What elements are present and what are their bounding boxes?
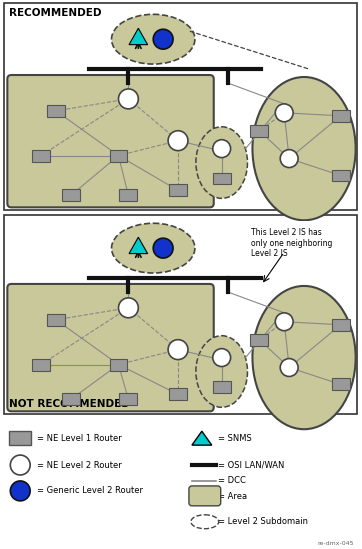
FancyBboxPatch shape	[251, 334, 268, 346]
FancyBboxPatch shape	[332, 170, 350, 182]
Circle shape	[213, 349, 231, 367]
FancyBboxPatch shape	[332, 378, 350, 390]
Circle shape	[168, 340, 188, 360]
Text: RECOMMENDED: RECOMMENDED	[9, 8, 102, 18]
Circle shape	[10, 455, 30, 475]
Circle shape	[118, 298, 138, 318]
Circle shape	[10, 481, 30, 501]
FancyBboxPatch shape	[169, 184, 187, 197]
Text: = OSI LAN/WAN: = OSI LAN/WAN	[218, 461, 284, 469]
Ellipse shape	[111, 223, 195, 273]
Polygon shape	[192, 431, 212, 445]
Bar	[4, 3, 357, 210]
Text: = NE Level 2 Router: = NE Level 2 Router	[37, 461, 122, 469]
Circle shape	[168, 131, 188, 150]
Bar	[4, 215, 357, 414]
Text: = NE Level 1 Router: = NE Level 1 Router	[37, 434, 122, 442]
Ellipse shape	[191, 515, 219, 529]
FancyBboxPatch shape	[332, 319, 350, 330]
Circle shape	[280, 358, 298, 377]
Circle shape	[213, 139, 231, 158]
Circle shape	[153, 238, 173, 258]
FancyBboxPatch shape	[213, 172, 231, 184]
Text: This Level 2 IS has
only one neighboring
Level 2 IS: This Level 2 IS has only one neighboring…	[252, 228, 333, 258]
FancyBboxPatch shape	[32, 358, 50, 371]
Circle shape	[275, 313, 293, 330]
Ellipse shape	[252, 286, 355, 429]
FancyBboxPatch shape	[251, 125, 268, 137]
FancyBboxPatch shape	[7, 284, 214, 411]
Circle shape	[118, 89, 138, 109]
Polygon shape	[129, 237, 148, 254]
Ellipse shape	[111, 14, 195, 64]
Circle shape	[275, 104, 293, 122]
FancyBboxPatch shape	[47, 105, 65, 117]
Text: = Level 2 Subdomain: = Level 2 Subdomain	[218, 517, 308, 526]
FancyBboxPatch shape	[213, 382, 231, 394]
FancyBboxPatch shape	[9, 431, 31, 445]
FancyBboxPatch shape	[32, 150, 50, 161]
FancyBboxPatch shape	[332, 110, 350, 122]
FancyBboxPatch shape	[7, 75, 214, 208]
Circle shape	[280, 150, 298, 167]
Ellipse shape	[196, 335, 248, 407]
FancyBboxPatch shape	[47, 314, 65, 326]
FancyBboxPatch shape	[169, 389, 187, 400]
FancyBboxPatch shape	[189, 486, 221, 506]
Text: re-dmx-045: re-dmx-045	[317, 541, 354, 546]
Text: = Generic Level 2 Router: = Generic Level 2 Router	[37, 486, 143, 495]
FancyBboxPatch shape	[119, 394, 137, 405]
Text: = SNMS: = SNMS	[218, 434, 252, 442]
FancyBboxPatch shape	[62, 189, 80, 201]
FancyBboxPatch shape	[119, 189, 137, 201]
Circle shape	[153, 29, 173, 49]
Text: NOT RECOMMENDED: NOT RECOMMENDED	[9, 399, 130, 410]
Polygon shape	[129, 28, 148, 44]
FancyBboxPatch shape	[110, 150, 127, 161]
Text: = Area: = Area	[218, 492, 247, 501]
Ellipse shape	[252, 77, 355, 220]
FancyBboxPatch shape	[110, 358, 127, 371]
Ellipse shape	[196, 127, 248, 198]
Text: = DCC: = DCC	[218, 477, 245, 485]
FancyBboxPatch shape	[62, 394, 80, 405]
